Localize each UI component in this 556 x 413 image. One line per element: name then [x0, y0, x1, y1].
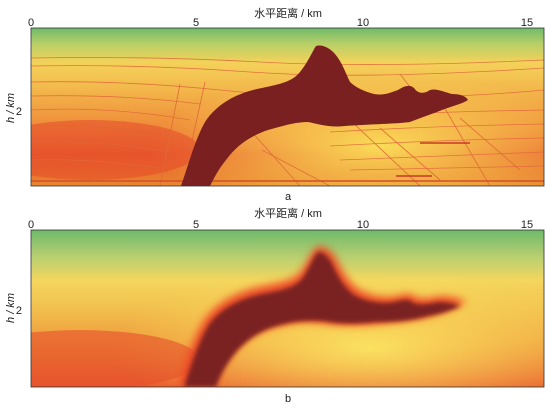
panel-a-x-tick-5: 5: [193, 17, 199, 29]
panel-b-x-axis-title: 水平距离 / km: [254, 206, 322, 220]
panel-b-x-tick-0: 0: [28, 219, 34, 231]
panel-b-caption: b: [285, 393, 291, 405]
panel-b: 水平距离 / km 0 5 10 15 2 h / km b: [5, 206, 545, 405]
panel-a-x-tick-10: 10: [357, 17, 369, 29]
panel-b-x-tick-15: 15: [521, 219, 533, 231]
panel-b-y-tick-2: 2: [16, 305, 22, 317]
panel-a-x-axis-title: 水平距离 / km: [254, 6, 322, 20]
panel-a-caption: a: [285, 191, 292, 203]
panel-a-y-axis-title: h / km: [5, 93, 17, 123]
panel-b-x-tick-10: 10: [357, 219, 369, 231]
panel-b-x-tick-5: 5: [193, 219, 199, 231]
panel-a-y-tick-2: 2: [16, 106, 22, 118]
panel-a-x-tick-15: 15: [521, 17, 533, 29]
panel-a-frame: [30, 27, 545, 187]
panel-a-x-tick-0: 0: [28, 17, 34, 29]
panel-a: 水平距离 / km 0 5 10 15: [5, 6, 545, 203]
panel-b-frame: [30, 229, 545, 388]
panel-a-velocity-model: [31, 28, 544, 186]
panel-b-y-axis-title: h / km: [5, 293, 17, 323]
panel-a-salt-body: [181, 45, 468, 186]
panel-b-velocity-model: [31, 230, 544, 387]
panel-b-salt-body: [184, 252, 460, 387]
